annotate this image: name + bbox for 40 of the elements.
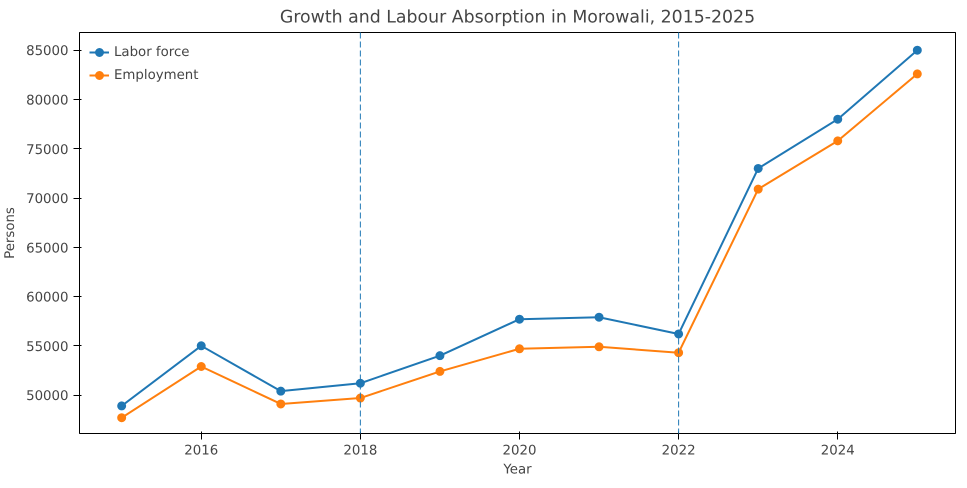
point bbox=[594, 312, 604, 322]
point bbox=[754, 164, 763, 173]
point bbox=[276, 399, 286, 408]
point bbox=[514, 314, 524, 324]
x-tick-label: 2022 bbox=[662, 444, 696, 458]
y-tick-label: 85000 bbox=[26, 44, 69, 60]
y-tick-label: 75000 bbox=[26, 142, 69, 158]
point bbox=[117, 413, 126, 422]
y-tick-label: 65000 bbox=[26, 241, 69, 256]
y-axis-title: Persons bbox=[3, 207, 18, 259]
x-tick-label: 2018 bbox=[343, 444, 378, 458]
chart-title: Growth and Labour Absorption in Morowali, 2015-2025 bbox=[280, 8, 756, 28]
point bbox=[674, 329, 684, 338]
x-axis-title: Year bbox=[502, 462, 532, 478]
point bbox=[833, 136, 842, 146]
y-tick-label: 50000 bbox=[26, 389, 69, 404]
y-tick-label: 70000 bbox=[26, 192, 69, 208]
point bbox=[912, 69, 922, 78]
x-tick-label: 2016 bbox=[184, 444, 218, 458]
point bbox=[435, 351, 444, 360]
y-tick-label: 60000 bbox=[26, 290, 69, 306]
point bbox=[594, 342, 604, 352]
legend-label: Employment bbox=[114, 68, 198, 82]
point bbox=[514, 344, 524, 354]
y-tick-label: 80000 bbox=[26, 94, 69, 108]
point bbox=[754, 184, 763, 194]
y-tick-label: 55000 bbox=[26, 340, 69, 355]
point bbox=[356, 378, 365, 388]
point bbox=[674, 348, 684, 358]
point bbox=[196, 362, 206, 371]
point bbox=[912, 46, 922, 55]
point bbox=[276, 386, 286, 396]
x-tick-label: 2020 bbox=[502, 444, 536, 458]
legend-label: Labor force bbox=[114, 44, 190, 60]
x-tick-label: 2024 bbox=[820, 444, 855, 458]
point bbox=[833, 114, 842, 124]
point bbox=[117, 401, 126, 410]
point bbox=[435, 366, 444, 376]
point bbox=[356, 394, 365, 403]
point bbox=[196, 341, 206, 350]
